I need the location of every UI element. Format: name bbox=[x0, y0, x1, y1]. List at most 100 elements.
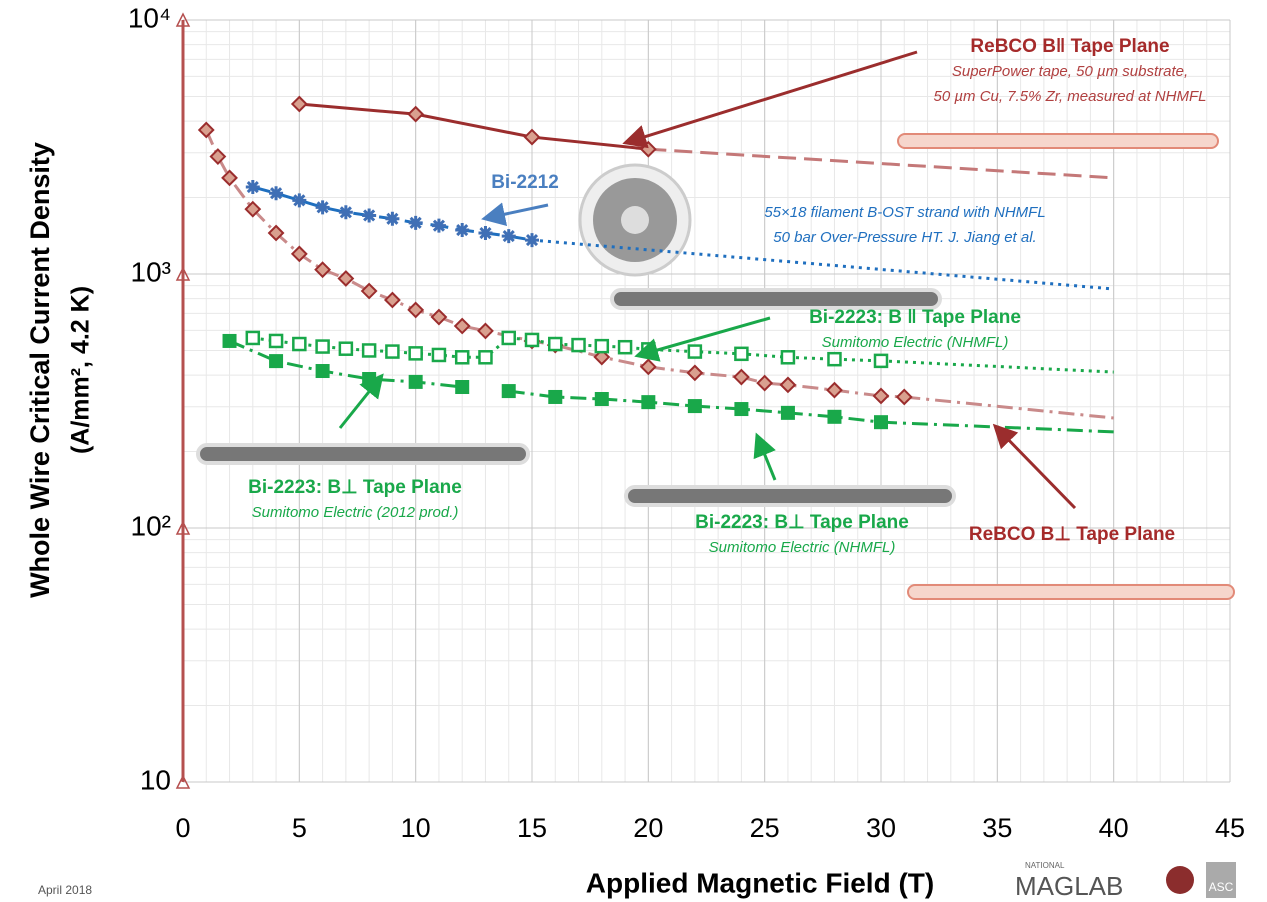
marker-shape bbox=[477, 322, 494, 340]
data-point bbox=[873, 353, 889, 369]
marker-shape bbox=[872, 387, 890, 405]
marker-shape bbox=[571, 337, 586, 353]
y-tick-label: 10⁴ bbox=[128, 2, 171, 33]
data-point bbox=[244, 200, 262, 218]
series-line bbox=[299, 102, 649, 151]
x-tick-label: 40 bbox=[1099, 813, 1129, 843]
data-point bbox=[617, 339, 633, 355]
fit-line bbox=[880, 359, 1114, 374]
marker-shape bbox=[639, 140, 657, 158]
x-tick-label: 25 bbox=[750, 813, 780, 843]
annotation: ReBCO B‖ Tape Plane SuperPower tape, 50 µ… bbox=[890, 36, 1250, 109]
data-point bbox=[408, 374, 423, 389]
y-tick-label: 10³ bbox=[131, 256, 171, 287]
data-point bbox=[687, 399, 702, 414]
marker-shape bbox=[874, 415, 888, 430]
x-tick-label: 20 bbox=[633, 813, 663, 843]
data-point bbox=[780, 350, 796, 365]
marker-shape bbox=[292, 336, 307, 352]
data-point bbox=[872, 387, 890, 405]
series-note: Sumitomo Electric (NHMFL) bbox=[821, 333, 1009, 351]
x-tick-label: 45 bbox=[1215, 813, 1245, 843]
data-point bbox=[338, 205, 353, 220]
data-point bbox=[455, 223, 470, 238]
x-tick-label: 30 bbox=[866, 813, 896, 843]
marker-shape bbox=[779, 376, 797, 394]
data-point bbox=[269, 354, 284, 369]
data-point bbox=[779, 376, 797, 394]
data-point bbox=[895, 388, 913, 406]
logo-text: MAGLAB bbox=[1015, 871, 1123, 901]
marker-shape bbox=[641, 395, 656, 410]
data-point bbox=[734, 402, 749, 417]
series-note: Sumitomo Electric (NHMFL) bbox=[708, 538, 896, 556]
annotation: Bi-2212 bbox=[465, 172, 585, 195]
tick-mark bbox=[175, 266, 191, 281]
footer: April 2018 bbox=[38, 883, 92, 897]
x-tick-label: 35 bbox=[982, 813, 1012, 843]
marker-shape bbox=[408, 346, 423, 361]
data-point bbox=[641, 395, 656, 410]
marker-shape bbox=[314, 261, 332, 279]
marker-shape bbox=[478, 350, 493, 365]
data-point bbox=[408, 215, 423, 230]
marker-shape bbox=[454, 350, 470, 365]
data-point bbox=[594, 392, 609, 407]
data-point bbox=[548, 336, 563, 352]
data-point bbox=[383, 291, 401, 309]
data-point bbox=[453, 317, 471, 335]
marker-shape bbox=[362, 208, 377, 223]
data-point bbox=[639, 140, 657, 158]
x-tick-label: 15 bbox=[517, 813, 547, 843]
series-note: 55×18 filament B-OST strand with NHMFL bbox=[764, 204, 1046, 221]
marker-shape bbox=[780, 350, 796, 365]
data-point bbox=[593, 348, 611, 366]
data-point bbox=[385, 344, 400, 359]
data-point bbox=[315, 364, 330, 379]
marker-shape bbox=[734, 346, 749, 362]
data-point bbox=[245, 180, 260, 195]
data-point bbox=[523, 128, 541, 146]
marker-shape bbox=[292, 193, 307, 208]
marker-shape bbox=[827, 351, 842, 367]
marker-shape bbox=[244, 200, 262, 218]
data-point bbox=[734, 346, 749, 362]
marker-shape bbox=[687, 344, 703, 359]
marker-shape bbox=[455, 223, 470, 238]
marker-shape bbox=[895, 388, 913, 406]
data-point bbox=[315, 339, 330, 354]
data-point bbox=[408, 346, 423, 361]
y-tick-label: 10 bbox=[140, 764, 171, 795]
y-axis-title: Whole Wire Critical Current Density bbox=[25, 142, 55, 598]
annotation-note: 55×18 filament B-OST strand with NHMFL 50… bbox=[695, 200, 1115, 250]
data-point bbox=[361, 343, 377, 358]
data-point bbox=[501, 384, 516, 399]
marker-shape bbox=[431, 218, 446, 233]
marker-shape bbox=[197, 121, 215, 139]
series-note: 50 bar Over-Pressure HT. J. Jiang et al. bbox=[773, 229, 1037, 246]
data-point bbox=[454, 350, 470, 365]
data-point bbox=[756, 374, 774, 392]
data-point bbox=[269, 186, 284, 201]
x-tick-label: 5 bbox=[292, 813, 307, 843]
marker-shape bbox=[617, 339, 633, 355]
logo-text: ASC bbox=[1209, 880, 1234, 894]
data-point bbox=[548, 389, 563, 404]
data-point bbox=[780, 405, 795, 420]
series-label: Bi-2223: B⊥ Tape Plane bbox=[695, 512, 909, 533]
series-line bbox=[228, 339, 463, 389]
data-point bbox=[222, 333, 237, 348]
x-tick-label: 0 bbox=[175, 813, 190, 843]
logo: NATIONAL MAGLAB ASC bbox=[1015, 861, 1236, 901]
marker-shape bbox=[756, 374, 774, 392]
x-tick-label: 10 bbox=[401, 813, 431, 843]
marker-shape bbox=[523, 128, 541, 146]
marker-shape bbox=[408, 374, 423, 389]
series-label: Bi-2223: B ‖ Tape Plane bbox=[809, 307, 1021, 328]
data-point bbox=[525, 233, 539, 248]
data-point bbox=[267, 224, 285, 242]
marker-shape bbox=[593, 348, 611, 366]
tick-mark bbox=[175, 12, 191, 27]
data-point bbox=[290, 245, 308, 263]
marker-shape bbox=[826, 381, 843, 399]
